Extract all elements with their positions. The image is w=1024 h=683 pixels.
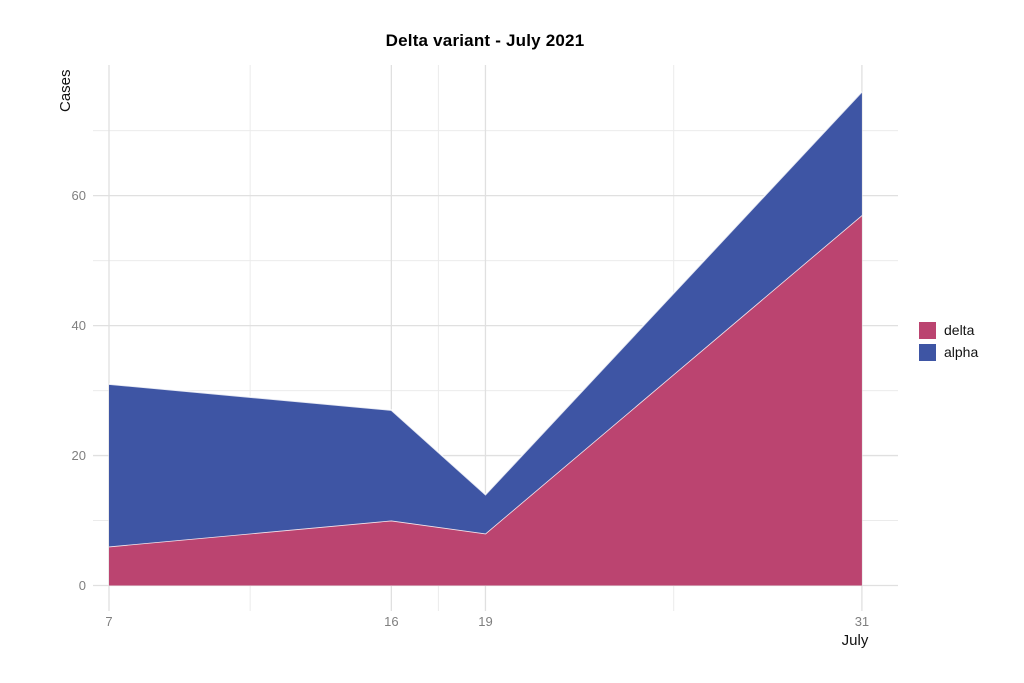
legend-item-delta: delta — [919, 322, 978, 339]
x-tick-label: 7 — [105, 614, 112, 629]
y-tick-label: 20 — [72, 448, 86, 463]
x-tick-label: 19 — [478, 614, 492, 629]
alpha-swatch-icon — [919, 344, 936, 361]
legend-item-alpha: alpha — [919, 344, 978, 361]
y-axis-title: Cases — [57, 69, 74, 112]
delta-area — [108, 215, 862, 586]
legend-label-delta: delta — [944, 322, 975, 338]
delta-swatch-icon — [919, 322, 936, 339]
x-tick-label: 31 — [855, 614, 869, 629]
legend: delta alpha — [919, 322, 978, 361]
chart-title: Delta variant - July 2021 — [385, 31, 585, 50]
legend-label-alpha: alpha — [944, 344, 979, 360]
x-tick-label: 16 — [384, 614, 398, 629]
y-tick-label: 0 — [79, 578, 86, 593]
x-axis-title: July — [841, 632, 869, 649]
y-tick-label: 60 — [72, 188, 86, 203]
alpha-area — [108, 91, 862, 547]
y-tick-label: 40 — [72, 318, 86, 333]
alpha-area-outline — [108, 91, 863, 496]
